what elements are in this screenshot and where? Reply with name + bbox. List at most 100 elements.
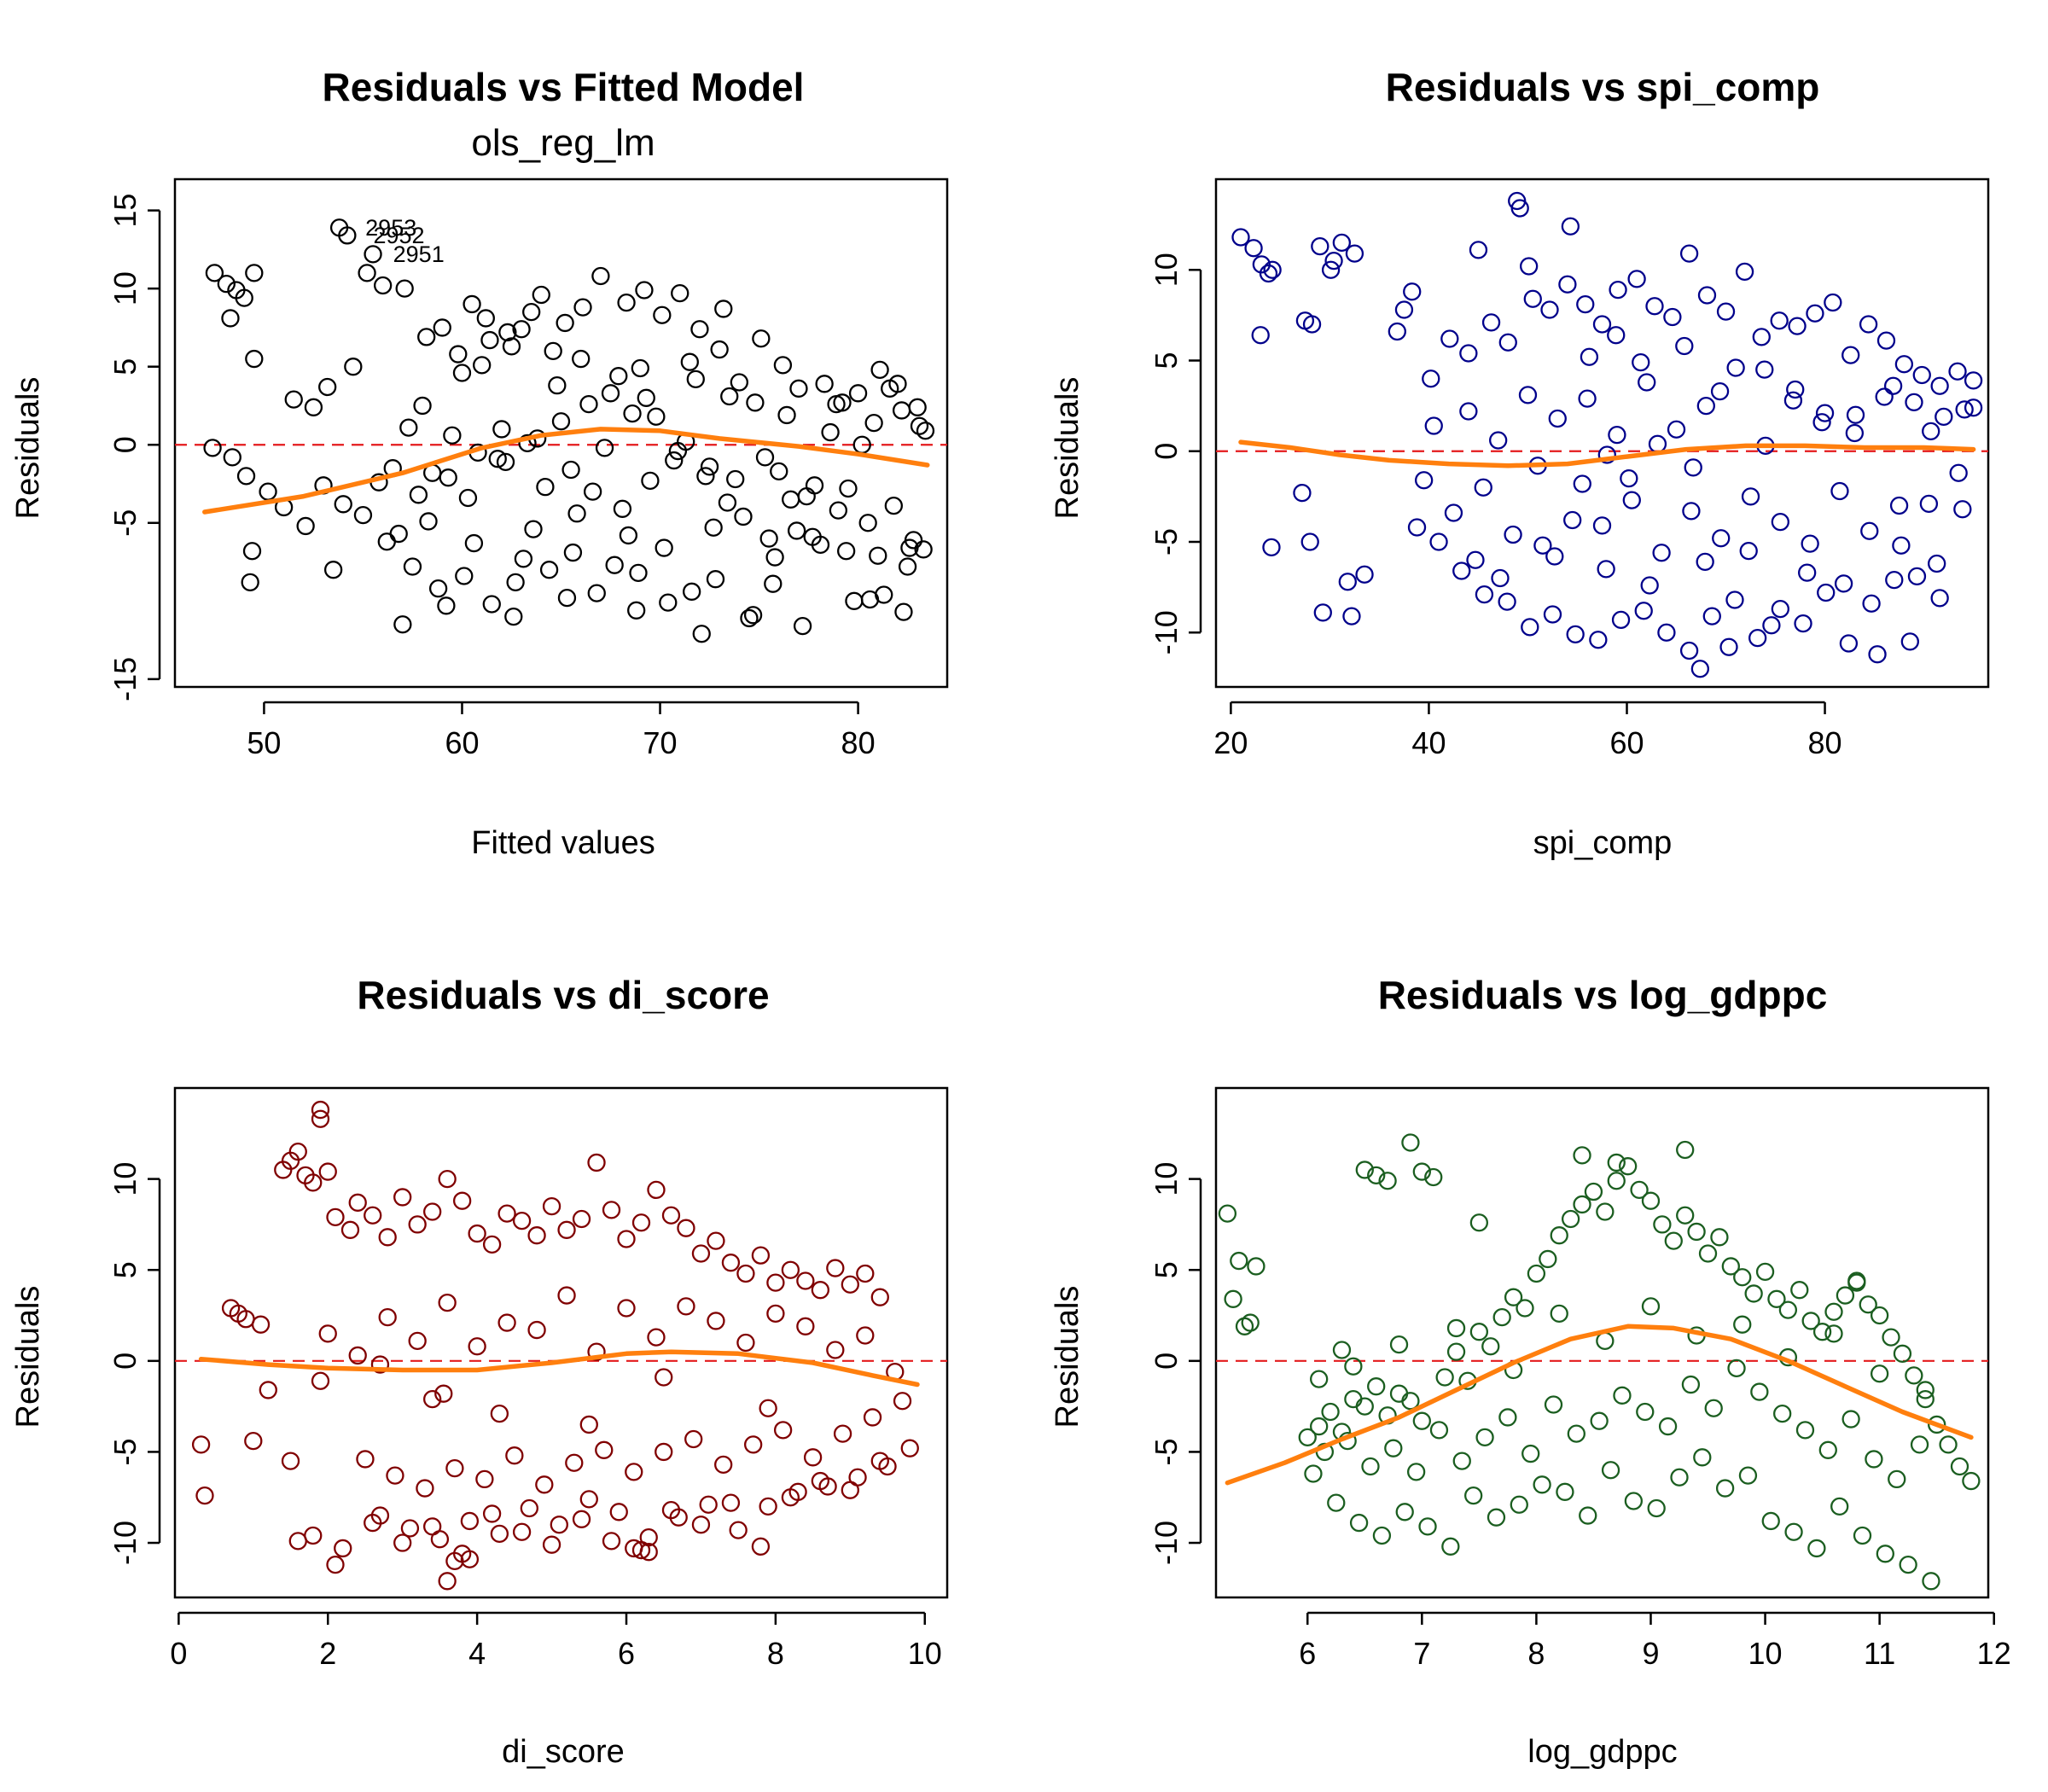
y-tick-label: 0 xyxy=(1149,443,1184,460)
residual-point xyxy=(661,1206,681,1225)
y-tick-label: -5 xyxy=(1149,528,1184,556)
residual-point xyxy=(720,387,739,406)
residual-point xyxy=(1310,1417,1329,1436)
residual-point xyxy=(1733,1315,1752,1334)
residual-point xyxy=(833,1424,852,1443)
residual-point xyxy=(1771,599,1789,619)
y-tick-label: -5 xyxy=(108,1438,143,1465)
residual-points xyxy=(191,1100,919,1591)
residual-point xyxy=(864,413,883,433)
residual-point xyxy=(668,441,688,461)
residual-point xyxy=(1313,603,1332,622)
x-tick-label: 80 xyxy=(1808,725,1842,760)
panel-residuals-vs-log-gdppc: Residuals vs log_gdppc log_gdppc Residua… xyxy=(1050,973,2011,1770)
residual-point xyxy=(1806,304,1824,323)
residual-point xyxy=(1719,637,1738,656)
y-tick-label: 10 xyxy=(1149,1162,1184,1196)
residual-point xyxy=(1697,286,1717,305)
y-tick-label: -5 xyxy=(108,509,143,537)
residual-point xyxy=(1367,1377,1386,1396)
y-tick-label: 5 xyxy=(1149,352,1184,369)
residual-point xyxy=(631,1540,651,1560)
residual-point xyxy=(914,540,933,559)
residual-point xyxy=(572,1209,591,1229)
residual-point xyxy=(1293,483,1312,503)
residual-point xyxy=(1487,1508,1506,1527)
residual-point xyxy=(1641,1297,1661,1316)
residual-point xyxy=(1682,502,1701,521)
residual-point xyxy=(1778,1300,1798,1319)
residual-point xyxy=(1452,561,1471,580)
residual-point xyxy=(627,601,646,620)
residual-point xyxy=(1767,1289,1786,1308)
residual-point xyxy=(1469,1323,1489,1341)
residual-point xyxy=(1355,1161,1374,1179)
residual-point xyxy=(1338,573,1357,591)
residual-point xyxy=(1950,1457,1969,1476)
residual-point xyxy=(811,1281,830,1300)
residual-point xyxy=(1712,529,1731,548)
residual-point xyxy=(1888,1469,1906,1489)
residual-point xyxy=(1905,393,1923,412)
residual-point xyxy=(452,1191,472,1210)
residual-point xyxy=(1619,1157,1638,1176)
residual-point xyxy=(311,1100,330,1120)
axis-ticks: 50 60 70 80 -15 -5 0 5 10 15 xyxy=(108,194,876,760)
residual-point xyxy=(1540,300,1559,319)
residual-point xyxy=(677,1297,695,1316)
residual-point xyxy=(837,542,856,561)
residual-point xyxy=(665,451,684,470)
x-tick-label: 9 xyxy=(1642,1636,1659,1671)
residual-point xyxy=(1627,270,1646,288)
residual-point xyxy=(1696,552,1714,572)
residual-point xyxy=(535,1475,554,1494)
x-tick-label: 12 xyxy=(1977,1636,2011,1671)
residual-point xyxy=(1748,628,1767,648)
residual-point xyxy=(841,1275,859,1294)
residual-point xyxy=(434,1384,453,1403)
residual-points xyxy=(1231,191,1983,678)
residual-point xyxy=(423,1389,442,1409)
residual-point xyxy=(1875,387,1894,406)
residual-point xyxy=(1355,565,1374,584)
residual-point xyxy=(1948,362,1967,381)
residual-point xyxy=(1596,1331,1615,1351)
y-axis-label: Residuals xyxy=(10,377,46,520)
residual-point xyxy=(1342,607,1361,625)
loess-smoother xyxy=(1238,439,1976,468)
residual-point xyxy=(304,398,323,416)
y-tick-label: 5 xyxy=(108,358,143,375)
residual-point xyxy=(1406,1463,1426,1481)
residual-point xyxy=(318,377,337,397)
residual-point xyxy=(458,488,478,508)
residual-point xyxy=(1389,1335,1409,1354)
residual-point xyxy=(1230,1251,1248,1271)
residual-point xyxy=(1422,369,1440,388)
residual-point xyxy=(1527,1264,1546,1283)
residual-point xyxy=(1429,1421,1449,1440)
residual-point xyxy=(1630,1180,1649,1200)
residual-point xyxy=(251,1315,271,1334)
x-tick-label: 10 xyxy=(1748,1636,1783,1671)
residual-point xyxy=(892,401,911,420)
residual-point xyxy=(1710,381,1730,401)
residual-point xyxy=(1900,632,1919,651)
residual-point xyxy=(1321,1402,1340,1422)
residual-point xyxy=(1684,458,1702,477)
residual-point xyxy=(488,450,507,468)
residual-point xyxy=(631,358,649,378)
residual-point xyxy=(334,1539,352,1558)
residual-point xyxy=(557,1286,576,1305)
residual-point xyxy=(680,352,699,371)
residual-point xyxy=(764,574,783,593)
residual-point xyxy=(1894,355,1914,374)
residual-point xyxy=(1788,317,1807,335)
panel-title: Residuals vs log_gdppc xyxy=(1378,973,1828,1017)
residual-point xyxy=(881,379,899,398)
residual-point xyxy=(1435,1368,1454,1387)
residual-point xyxy=(595,439,614,457)
residual-point xyxy=(1715,1479,1735,1498)
residual-point xyxy=(288,1532,307,1551)
residual-point xyxy=(281,1452,300,1470)
residual-point xyxy=(572,1510,591,1528)
